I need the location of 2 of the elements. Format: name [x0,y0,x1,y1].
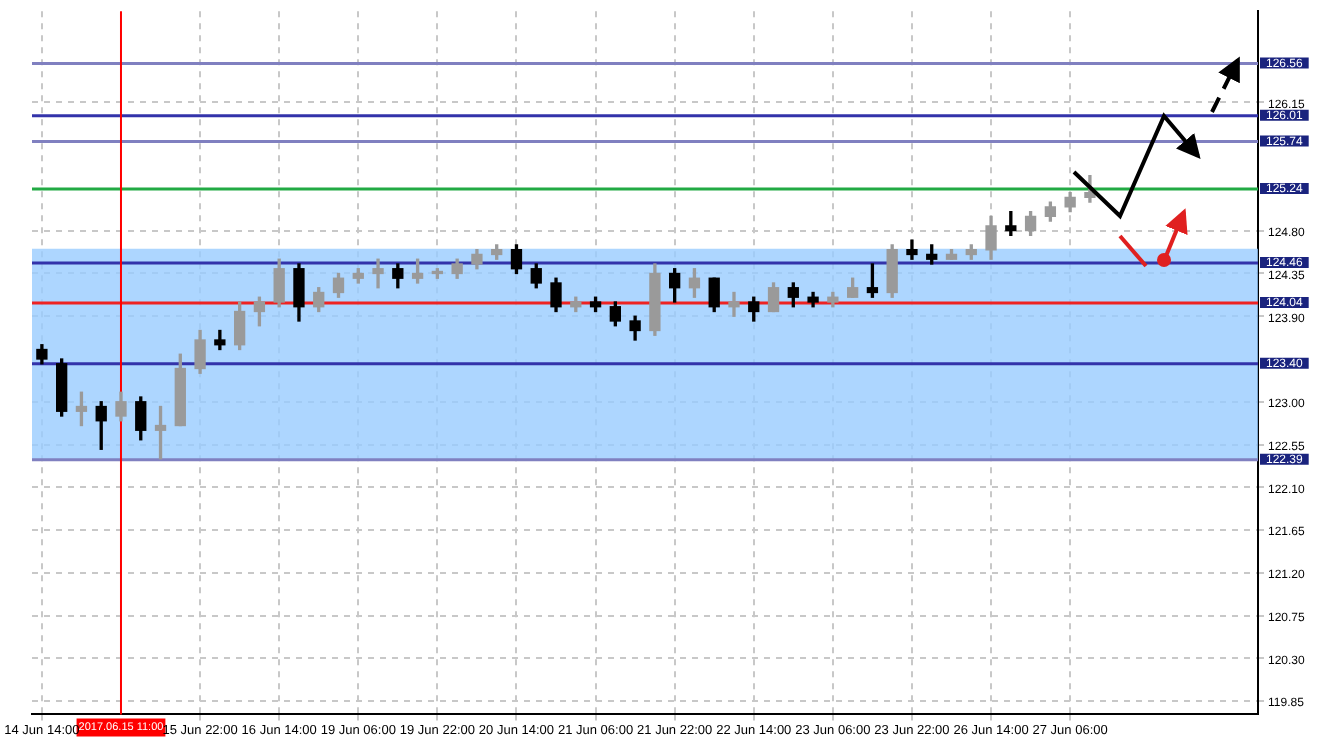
candlestick [728,291,740,317]
candlestick [372,258,384,289]
